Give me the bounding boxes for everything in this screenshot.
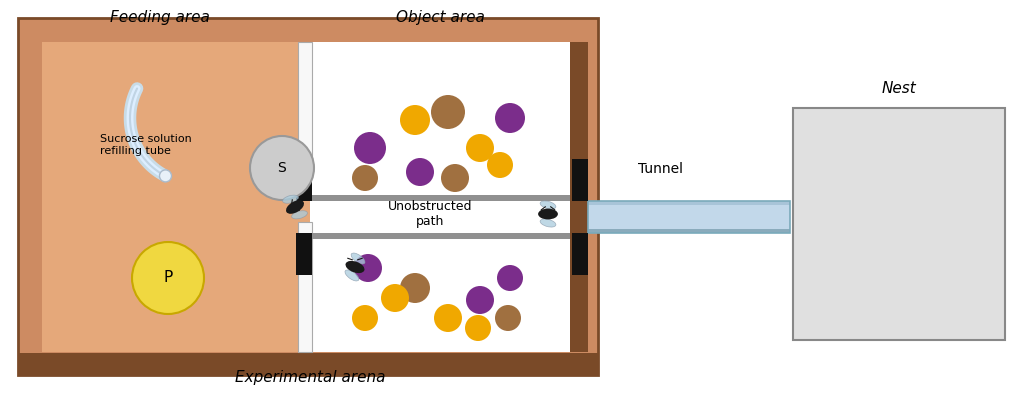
Circle shape xyxy=(406,158,434,186)
Bar xyxy=(42,42,578,352)
Bar xyxy=(588,201,790,233)
Text: Nest: Nest xyxy=(882,81,916,96)
Circle shape xyxy=(431,95,465,129)
Ellipse shape xyxy=(286,200,304,214)
Circle shape xyxy=(495,103,525,133)
Text: Unobstructed
path: Unobstructed path xyxy=(388,200,472,228)
Bar xyxy=(298,42,312,172)
Bar xyxy=(296,159,312,201)
Circle shape xyxy=(250,136,314,200)
Text: Tunnel: Tunnel xyxy=(638,162,683,176)
Text: Feeding area: Feeding area xyxy=(110,10,210,25)
Ellipse shape xyxy=(540,219,556,227)
Circle shape xyxy=(466,134,494,162)
Circle shape xyxy=(381,284,409,312)
Bar xyxy=(793,108,1005,340)
Bar xyxy=(570,42,588,352)
Circle shape xyxy=(465,315,490,341)
Ellipse shape xyxy=(351,253,365,264)
Ellipse shape xyxy=(283,195,298,203)
Circle shape xyxy=(352,165,378,191)
Circle shape xyxy=(354,254,382,282)
Bar xyxy=(588,201,790,205)
Bar xyxy=(572,233,588,275)
Circle shape xyxy=(495,305,521,331)
Bar xyxy=(18,18,598,375)
Bar xyxy=(310,233,570,239)
Bar xyxy=(588,229,790,233)
Circle shape xyxy=(466,286,494,314)
Bar xyxy=(310,42,570,352)
Circle shape xyxy=(352,305,378,331)
Bar xyxy=(18,353,598,375)
Circle shape xyxy=(354,132,386,164)
Ellipse shape xyxy=(540,201,556,209)
Ellipse shape xyxy=(345,261,365,273)
Text: S: S xyxy=(278,161,287,175)
Circle shape xyxy=(400,273,430,303)
Circle shape xyxy=(441,164,469,192)
Ellipse shape xyxy=(292,211,307,219)
Ellipse shape xyxy=(538,209,558,219)
Text: Sucrose solution
refilling tube: Sucrose solution refilling tube xyxy=(100,134,191,156)
Circle shape xyxy=(132,242,204,314)
Ellipse shape xyxy=(345,270,358,281)
Circle shape xyxy=(497,265,523,291)
Text: Experimental arena: Experimental arena xyxy=(234,370,385,385)
Bar xyxy=(572,159,588,201)
Circle shape xyxy=(160,170,171,182)
Bar xyxy=(296,233,312,275)
Text: P: P xyxy=(164,271,173,285)
Circle shape xyxy=(400,105,430,135)
Circle shape xyxy=(434,304,462,332)
Bar xyxy=(298,222,312,352)
Bar xyxy=(310,195,570,201)
Text: Object area: Object area xyxy=(395,10,484,25)
Bar xyxy=(588,201,790,233)
Circle shape xyxy=(487,152,513,178)
